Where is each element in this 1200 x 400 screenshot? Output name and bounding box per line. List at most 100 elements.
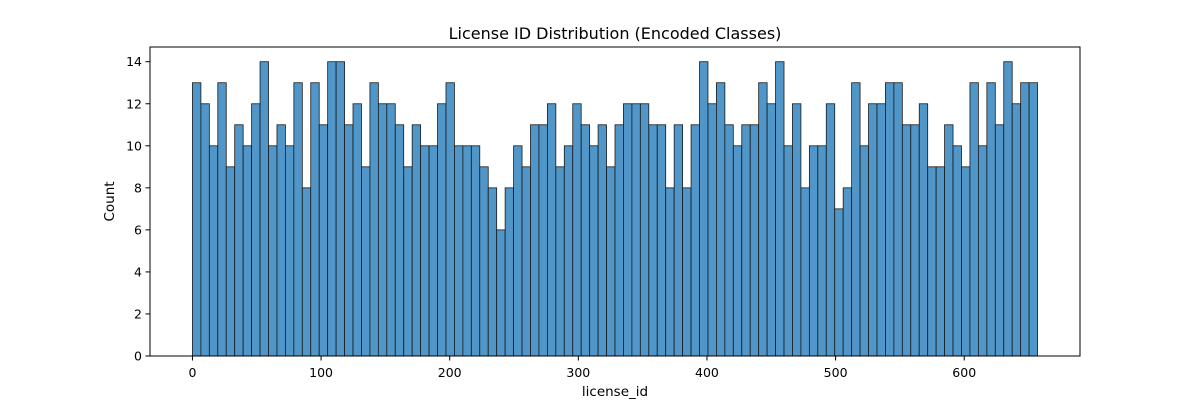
histogram-bar [462,145,472,357]
histogram-bar [639,103,650,357]
histogram-bar [420,145,430,357]
histogram-bar [690,124,700,357]
histogram-bar [716,82,726,357]
histogram-bar [842,187,853,357]
histogram-bar [403,166,413,357]
histogram-bar [470,145,481,357]
histogram-bar [918,103,929,357]
histogram-bar [597,124,607,357]
histogram-bar [225,166,236,357]
x-tick-label: 600 [952,365,976,380]
histogram-bar [428,145,438,357]
histogram-bar [352,103,362,357]
histogram-bar [259,61,269,357]
histogram-bar [1028,82,1038,357]
histogram-bar [208,145,219,357]
histogram-bar [749,124,760,357]
x-tick-label: 300 [566,365,590,380]
histogram-bar [682,187,692,357]
histogram-bar [580,124,591,357]
histogram-bar [411,124,422,357]
x-tick-label: 500 [824,365,848,380]
histogram-bar [386,103,396,357]
histogram-bar [361,166,371,357]
histogram-bar [665,187,675,357]
histogram-bar [563,145,574,357]
histogram-bar [994,124,1005,357]
histogram-bar [623,103,633,357]
x-tick-label: 400 [695,365,719,380]
histogram-bar [513,145,523,357]
y-tick-label: 14 [126,54,142,69]
y-tick-label: 8 [134,180,142,195]
histogram-bar [741,124,751,357]
x-tick-label: 100 [309,365,333,380]
histogram-bar [1011,103,1022,357]
bars-layer [192,61,1038,357]
histogram-bar [808,145,819,357]
histogram-bar [276,124,286,357]
axes-frame [149,46,1081,357]
histogram-bar [454,145,464,357]
histogram-bar [555,166,565,357]
histogram-bar [1020,82,1030,357]
histogram-bar [775,61,785,357]
histogram-bar [707,103,717,357]
histogram-bar [369,82,379,357]
x-axis-label: license_id [582,384,648,400]
histogram-bar [504,187,514,357]
histogram-bar [673,124,684,357]
histogram-bar [437,103,447,357]
histogram-bar [200,103,210,357]
histogram-bar [935,166,945,357]
x-tick-label: 0 [188,365,196,380]
histogram-bar [631,103,641,357]
x-tick-label: 200 [438,365,462,380]
histogram-bar [732,145,743,357]
y-tick-label: 10 [126,138,142,153]
histogram-bar [859,145,869,357]
histogram-bar [572,103,582,357]
histogram-bar [242,145,252,357]
histogram-bar [724,124,734,357]
histogram-bar [901,124,912,357]
y-tick-label: 4 [134,264,142,279]
y-tick-label: 0 [134,349,142,364]
histogram-bar [952,145,962,357]
histogram-bar [986,82,996,357]
histogram-bar [927,166,937,357]
histogram-bar [538,124,548,357]
histogram-bar [656,124,667,357]
histogram-bar [792,103,802,357]
histogram-bar [546,103,557,357]
histogram-bar [318,124,329,357]
histogram-bar [445,82,455,357]
histogram-bar [521,166,531,357]
histogram-bar [648,124,658,357]
histogram-bar [301,187,312,357]
histogram-bar [487,187,498,357]
y-tick-label: 6 [134,222,142,237]
histogram-bar [758,82,768,357]
histogram-bar [293,82,303,357]
histogram-bar [885,82,895,357]
y-tick-label: 2 [134,306,142,321]
ticks-layer: 0 100 200 300 400 500 600 0 2 4 6 8 10 12 14 [126,54,976,380]
histogram-bar [766,103,776,357]
histogram-bar [192,82,202,357]
histogram-bar [834,208,844,357]
histogram-bar [977,145,988,357]
histogram-bar [851,82,861,357]
histogram-bar [310,82,320,357]
histogram-bar [817,145,827,357]
histogram-bar [394,124,405,357]
histogram-bar [910,124,920,357]
histogram-bar [893,82,903,357]
histogram-bar [783,145,793,357]
histogram-bar [268,145,278,357]
y-tick-label: 12 [126,96,142,111]
histogram-bar [876,103,886,357]
histogram-bar [217,82,227,357]
